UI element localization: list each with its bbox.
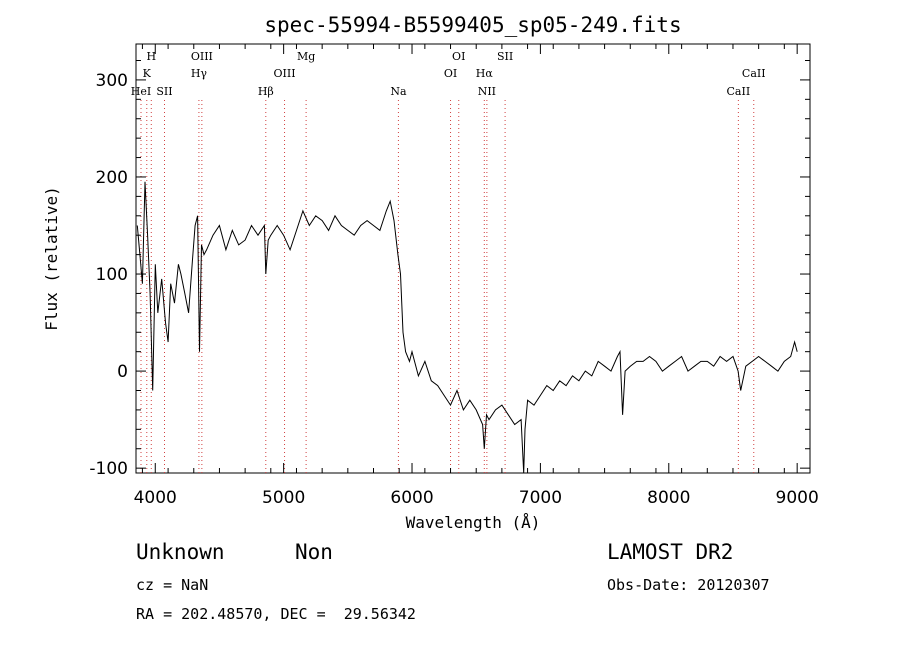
x-tick-label: 9000 [776,488,819,508]
x-tick-label: 5000 [262,488,305,508]
y-tick-label: -100 [89,459,128,479]
survey-name: LAMOST DR2 [607,540,734,564]
emission-line-markers [140,100,755,473]
axis-ticks: 4000 5000 6000 7000 8000 9000 -100 0 100 200 300 [89,44,819,508]
emission-line-label: Hβ [258,85,274,98]
emission-line-labels: HeIKHSIIHγOIIIHβOIIIMgNaOIOIHαNIISIICaII… [131,50,766,98]
emission-line-label: Hα [476,67,494,80]
emission-line-label: HeI [131,85,151,98]
y-tick-label: 0 [117,362,128,382]
y-axis-label: Flux (relative) [42,186,61,331]
emission-line-label: H [146,50,156,63]
chart-title: spec-55994-B5599405_sp05-249.fits [264,13,681,37]
emission-line-label: SII [497,50,513,63]
spectrum-line [136,181,798,474]
x-tick-label: 4000 [134,488,177,508]
emission-line-label: CaII [742,67,766,80]
plot-frame [135,43,811,474]
spectral-class: Unknown [136,540,225,564]
x-axis-label: Wavelength (Å) [406,513,541,532]
emission-line-label: OIII [274,67,296,80]
emission-line-label: OI [452,50,465,63]
spectrum-series [136,181,798,474]
coordinates: RA = 202.48570, DEC = 29.56342 [136,605,416,623]
y-tick-label: 300 [96,71,128,91]
emission-line-label: Na [390,85,407,98]
x-tick-label: 8000 [647,488,690,508]
emission-line-label: OIII [191,50,213,63]
spectral-subclass: Non [295,540,333,564]
emission-line-label: K [143,67,152,80]
emission-line-label: OI [444,67,457,80]
y-tick-label: 100 [96,265,128,285]
y-tick-label: 200 [96,168,128,188]
emission-line-label: CaII [727,85,751,98]
observation-date: Obs-Date: 20120307 [607,576,770,594]
emission-line-label: SII [156,85,172,98]
redshift-value: cz = NaN [136,576,209,594]
x-tick-label: 7000 [519,488,562,508]
emission-line-label: Hγ [191,67,208,80]
emission-line-label: NII [478,85,496,98]
x-tick-label: 6000 [390,488,433,508]
emission-line-label: Mg [297,50,315,63]
